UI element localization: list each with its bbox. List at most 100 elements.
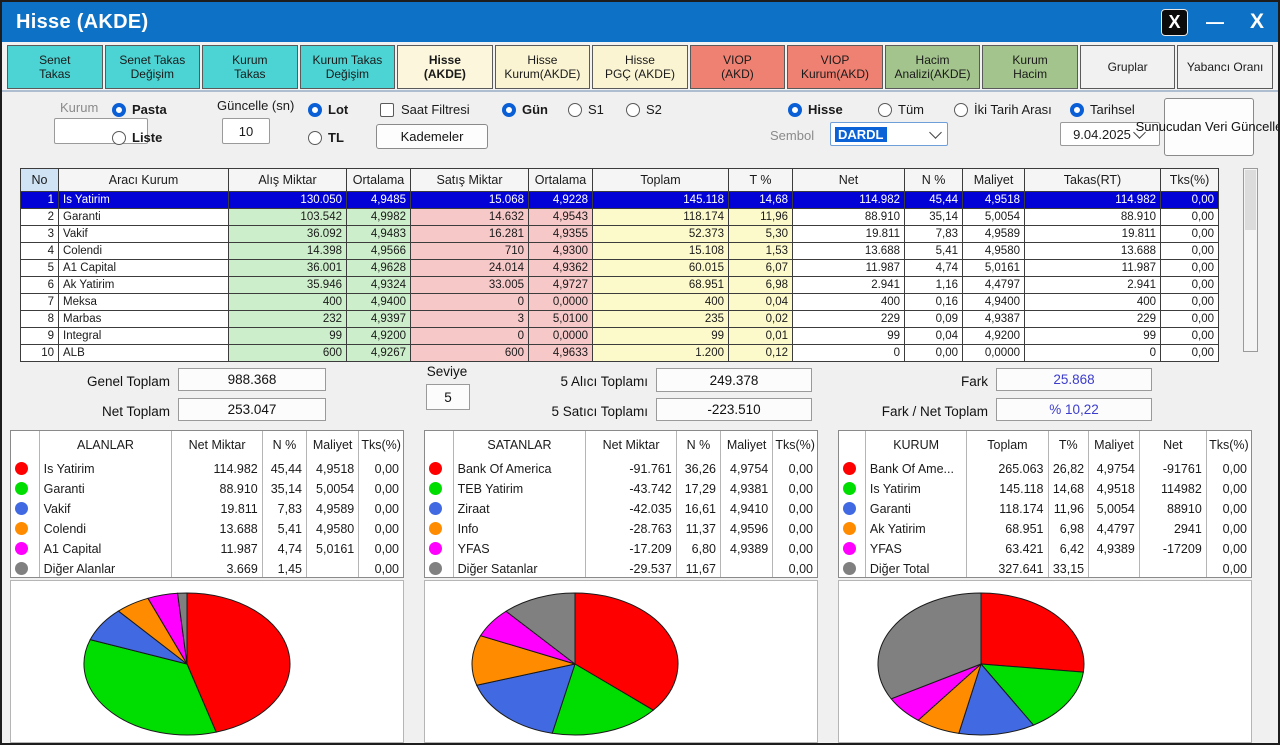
panel-row[interactable]: Vakif 19.811 7,83 4,9589 0,00: [11, 499, 403, 519]
legend-dot-cell: [839, 459, 866, 479]
panel-row[interactable]: Diğer Alanlar 3.669 1,45 0,00: [11, 559, 403, 577]
checkbox-saat-filtresi[interactable]: Saat Filtresi: [380, 102, 470, 117]
table-row[interactable]: 5 A1 Capital 36.001 4,9628 24.014 4,9362 60.01…: [20, 259, 1219, 277]
table-row[interactable]: 1 Is Yatirim 130.050 4,9485 15.068 4,9228 145.…: [20, 191, 1219, 209]
tab-viop-(akd)[interactable]: VIOP (AKD): [689, 45, 786, 89]
panel-row[interactable]: Is Yatirim 145.118 14,68 4,9518 114982 0,00: [839, 479, 1251, 499]
col-header-arac-kurum[interactable]: Aracı Kurum: [58, 168, 229, 192]
col-header-ortalama[interactable]: Ortalama: [346, 168, 411, 192]
col-header-ortalama[interactable]: Ortalama: [528, 168, 593, 192]
panel-row[interactable]: Garanti 118.174 11,96 5,0054 88910 0,00: [839, 499, 1251, 519]
scrollbar-thumb[interactable]: [1245, 170, 1256, 230]
radio-tl-icon: [308, 131, 322, 145]
table-row[interactable]: 9 Integral 99 4,9200 0 0,0000 99 0,01 99 0,04 4,92…: [20, 327, 1219, 345]
panel-row[interactable]: A1 Capital 11.987 4,74 5,0161 0,00: [11, 539, 403, 559]
panel-row[interactable]: TEB Yatirim -43.742 17,29 4,9381 0,00: [425, 479, 817, 499]
radio-s2[interactable]: S2: [626, 102, 662, 117]
table-cell: 88.910: [1024, 208, 1161, 226]
table-row[interactable]: 8 Marbas 232 4,9397 3 5,0100 235 0,02 229 0,09 4,9…: [20, 310, 1219, 328]
panel-row[interactable]: Bank Of America -91.761 36,26 4,9754 0,00: [425, 459, 817, 479]
table-row[interactable]: 6 Ak Yatirim 35.946 4,9324 33.005 4,9727 68.95…: [20, 276, 1219, 294]
table-row[interactable]: 2 Garanti 103.542 4,9982 14.632 4,9543 118.174…: [20, 208, 1219, 226]
radio-tl[interactable]: TL: [308, 130, 344, 145]
panel-row[interactable]: Info -28.763 11,37 4,9596 0,00: [425, 519, 817, 539]
panel-row[interactable]: Bank Of Ame... 265.063 26,82 4,9754 -91761 0,…: [839, 459, 1251, 479]
panel-cell: 45,44: [262, 459, 307, 479]
tab-hisse-kurum(akde)[interactable]: Hisse Kurum(AKDE): [494, 45, 591, 89]
table-cell: 6,98: [728, 276, 793, 294]
panel-row[interactable]: Ak Yatirim 68.951 6,98 4,4797 2941 0,00: [839, 519, 1251, 539]
tab-hacim-analizi(akde)[interactable]: Hacim Analizi(AKDE): [884, 45, 981, 89]
table-cell: 600: [228, 344, 347, 362]
table-cell: 4,9628: [346, 259, 411, 277]
panel-cell: 7,83: [262, 499, 307, 519]
sembol-combobox[interactable]: DARDL: [830, 122, 948, 146]
kurum-input[interactable]: [54, 118, 148, 144]
panel-row[interactable]: Diğer Satanlar -29.537 11,67 0,00: [425, 559, 817, 577]
tab-senet-takas[interactable]: Senet Takas: [7, 45, 103, 89]
seviye-input[interactable]: 5: [426, 384, 470, 410]
col-header-tks-[interactable]: Tks(%): [1160, 168, 1219, 192]
table-row[interactable]: 3 Vakif 36.092 4,9483 16.281 4,9355 52.373 5,30…: [20, 225, 1219, 243]
col-header-no[interactable]: No: [20, 168, 59, 192]
legend-dot-cell: [839, 559, 866, 577]
col-header-al-miktar[interactable]: Alış Miktar: [228, 168, 347, 192]
table-row[interactable]: 10 ALB 600 4,9267 600 4,9633 1.200 0,12 0 0,00 0,0…: [20, 344, 1219, 362]
table-row[interactable]: 4 Colendi 14.398 4,9566 710 4,9300 15.108 1,53 1…: [20, 242, 1219, 260]
radio-liste[interactable]: Liste: [112, 130, 162, 145]
panel-row[interactable]: Garanti 88.910 35,14 5,0054 0,00: [11, 479, 403, 499]
col-header-n-[interactable]: N %: [904, 168, 963, 192]
col-header-net[interactable]: Net: [792, 168, 905, 192]
legend-color-icon: [15, 482, 28, 495]
panel-col-header: Maliyet: [720, 431, 774, 459]
legend-color-icon: [843, 542, 856, 555]
panel-row[interactable]: Colendi 13.688 5,41 4,9580 0,00: [11, 519, 403, 539]
col-header-t-[interactable]: T %: [728, 168, 793, 192]
panel-cell: YFAS: [453, 539, 587, 559]
tab-hisse-pgç-(akde)[interactable]: Hisse PGÇ (AKDE): [592, 45, 688, 89]
panel-row[interactable]: Ziraat -42.035 16,61 4,9410 0,00: [425, 499, 817, 519]
tab-viop-kurum(akd)[interactable]: VIOP Kurum(AKD): [787, 45, 883, 89]
tab-gruplar[interactable]: Gruplar: [1079, 45, 1176, 89]
panel-row[interactable]: Is Yatirim 114.982 45,44 4,9518 0,00: [11, 459, 403, 479]
tab-kurum-takas-değişim[interactable]: Kurum Takas Değişim: [299, 45, 396, 89]
panel-row[interactable]: Diğer Total 327.641 33,15 0,00: [839, 559, 1251, 577]
table-row[interactable]: 7 Meksa 400 4,9400 0 0,0000 400 0,04 400 0,16 4,94…: [20, 293, 1219, 311]
tab-senet-takas-değişim[interactable]: Senet Takas Değişim: [104, 45, 201, 89]
guncelle-input[interactable]: 10: [222, 118, 270, 144]
minimize-button[interactable]: —: [1205, 12, 1224, 32]
kademeler-button[interactable]: Kademeler: [376, 124, 488, 149]
radio-tum[interactable]: Tüm: [878, 102, 924, 117]
tab-yabancı-oranı[interactable]: Yabancı Oranı: [1177, 45, 1273, 89]
date-combobox[interactable]: 9.04.2025: [1060, 122, 1160, 146]
radio-hisse[interactable]: Hisse: [788, 102, 843, 117]
pie-slice-di-er-satanlar: [505, 592, 576, 666]
radio-gun[interactable]: Gün: [502, 102, 548, 117]
radio-lot[interactable]: Lot: [308, 102, 348, 117]
col-header-toplam[interactable]: Toplam: [592, 168, 729, 192]
sunucudan-veri-guncelle-button[interactable]: Sunucudan Veri Güncelle: [1136, 98, 1278, 156]
col-header-maliyet[interactable]: Maliyet: [962, 168, 1025, 192]
panel-col-header: SATANLAR: [453, 431, 587, 459]
radio-s1[interactable]: S1: [568, 102, 604, 117]
legend-color-icon: [843, 482, 856, 495]
panel-cell: 26,82: [1048, 459, 1090, 479]
table-cell: Integral: [58, 327, 229, 345]
panel-alanlar: ALANLAR Net Miktar N % Maliyet Tks(%) Is Yati…: [10, 430, 404, 578]
close-button[interactable]: X: [1249, 10, 1264, 33]
col-header-takas-rt-[interactable]: Takas(RT): [1024, 168, 1161, 192]
table-cell: 11.987: [792, 259, 905, 277]
radio-iki-tarih[interactable]: İki Tarih Arası: [954, 102, 1052, 117]
tab-hisse-(akde)[interactable]: Hisse (AKDE): [397, 45, 493, 89]
radio-pasta[interactable]: Pasta: [112, 102, 167, 117]
tab-kurum-takas[interactable]: Kurum Takas: [202, 45, 298, 89]
chevron-down-icon: [929, 126, 942, 139]
panel-cell: 0,00: [788, 562, 813, 576]
tab-kurum-hacim[interactable]: Kurum Hacim: [982, 45, 1078, 89]
panel-row[interactable]: YFAS 63.421 6,42 4,9389 -17209 0,00: [839, 539, 1251, 559]
x-logo-icon[interactable]: X: [1160, 8, 1188, 36]
panel-row[interactable]: YFAS -17.209 6,80 4,9389 0,00: [425, 539, 817, 559]
col-header-sat-miktar[interactable]: Satış Miktar: [410, 168, 529, 192]
table-scrollbar[interactable]: [1243, 168, 1258, 352]
radio-tarihsel[interactable]: Tarihsel: [1070, 102, 1135, 117]
